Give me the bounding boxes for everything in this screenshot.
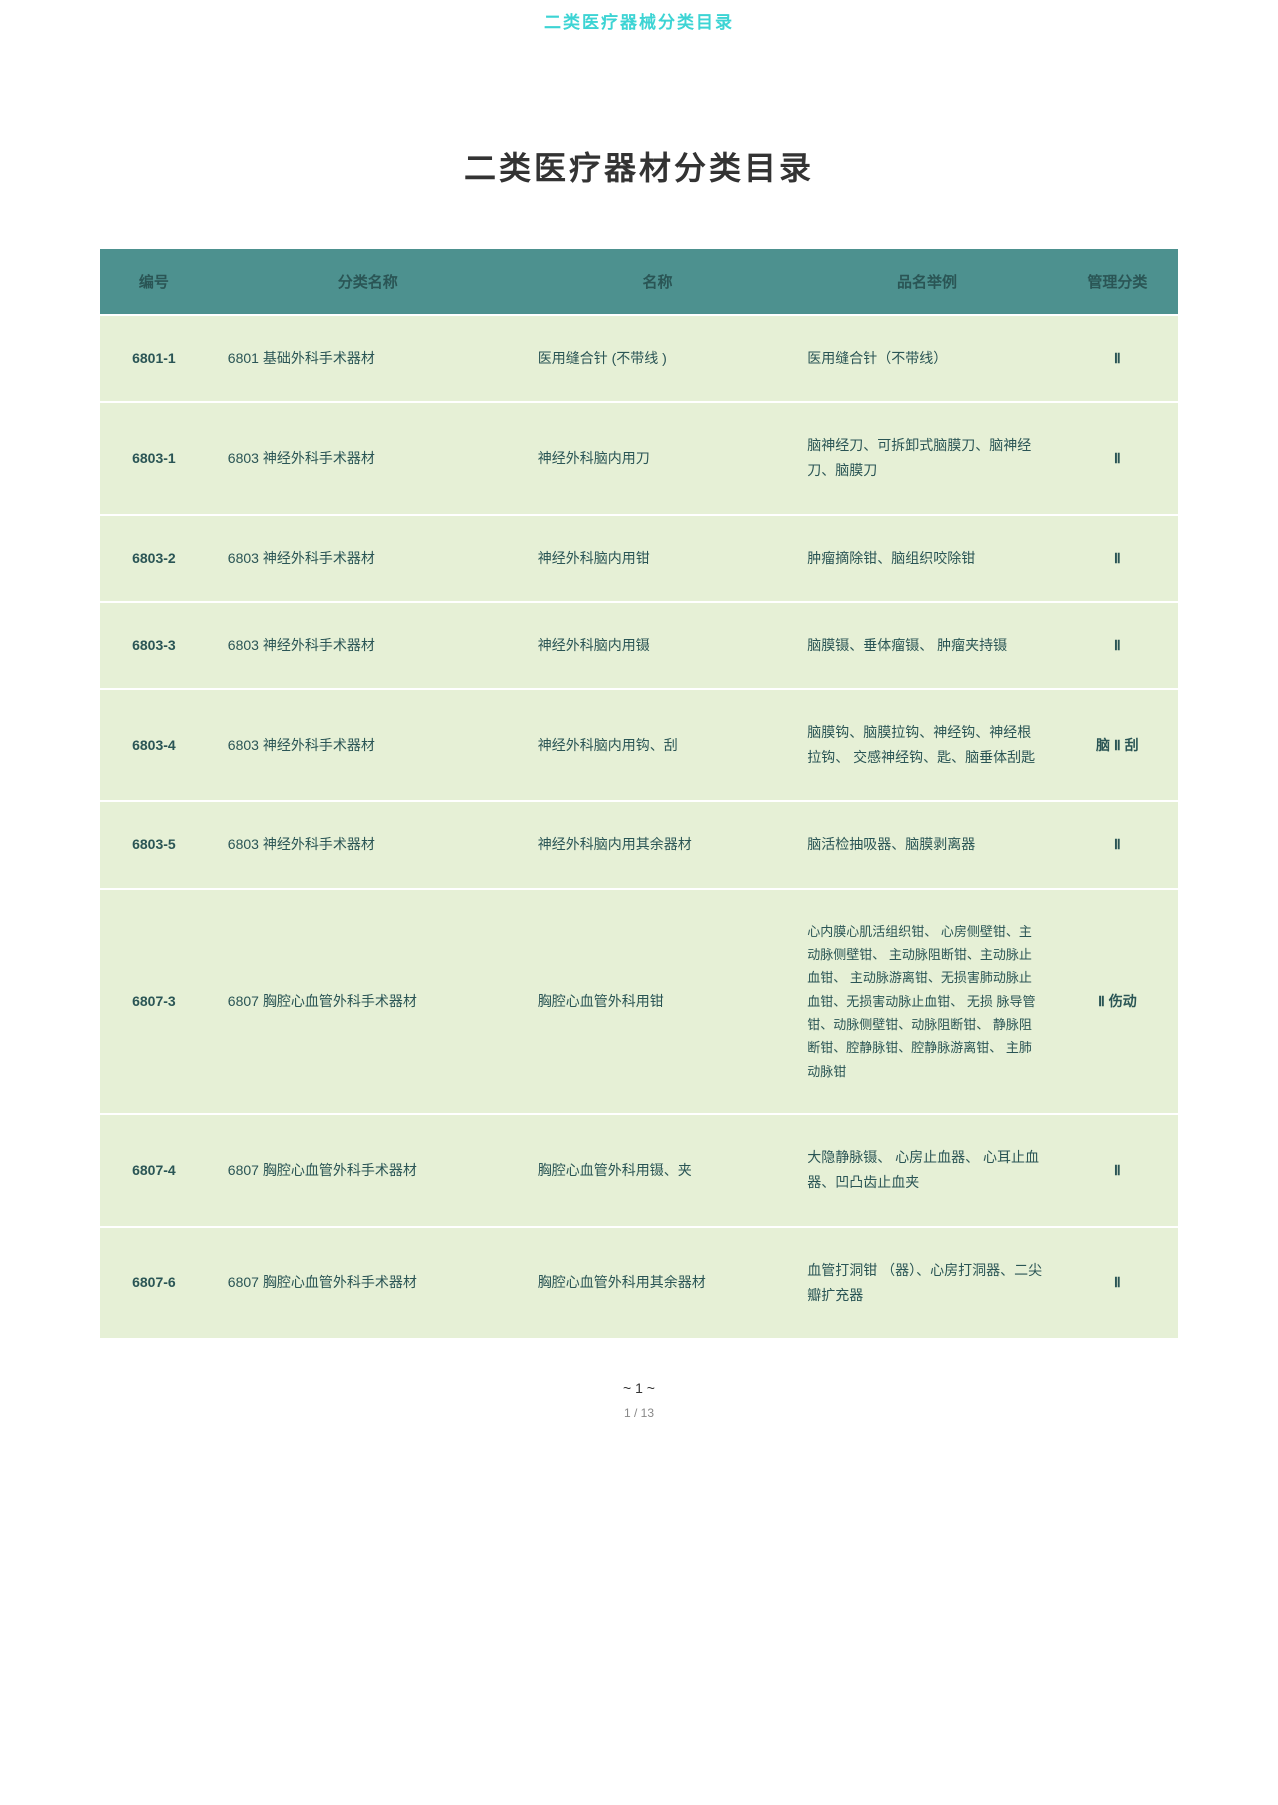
table-body: 6801-1 6801 基础外科手术器材 医用缝合针 (不带线 ) 医用缝合针（… [100, 315, 1178, 1339]
cell-category: 6807 胸腔心血管外科手术器材 [208, 889, 518, 1115]
cell-class: 脑 Ⅱ 刮 [1057, 689, 1178, 801]
table-row: 6803-2 6803 神经外科手术器材 神经外科脑内用钳 肿瘤摘除钳、脑组织咬… [100, 515, 1178, 602]
cell-code: 6807-4 [100, 1114, 208, 1226]
classification-table: 编号 分类名称 名称 品名举例 管理分类 6801-1 6801 基础外科手术器… [100, 249, 1178, 1340]
cell-examples: 血管打洞钳 （器）、心房打洞器、二尖瓣扩充器 [787, 1227, 1057, 1339]
table-row: 6803-5 6803 神经外科手术器材 神经外科脑内用其余器材 脑活检抽吸器、… [100, 801, 1178, 888]
cell-name: 胸腔心血管外科用镊、夹 [518, 1114, 788, 1226]
cell-category: 6801 基础外科手术器材 [208, 315, 518, 402]
cell-name: 神经外科脑内用钩、刮 [518, 689, 788, 801]
cell-code: 6803-1 [100, 402, 208, 514]
cell-code: 6803-3 [100, 602, 208, 689]
table-row: 6807-3 6807 胸腔心血管外科手术器材 胸腔心血管外科用钳 心内膜心肌活… [100, 889, 1178, 1115]
cell-name: 神经外科脑内用镊 [518, 602, 788, 689]
page-title: 二类医疗器材分类目录 [0, 143, 1278, 189]
cell-name: 神经外科脑内用钳 [518, 515, 788, 602]
cell-examples: 肿瘤摘除钳、脑组织咬除钳 [787, 515, 1057, 602]
cell-category: 6803 神经外科手术器材 [208, 689, 518, 801]
page-number-tilde: ~ 1 ~ [0, 1380, 1278, 1396]
cell-name: 胸腔心血管外科用其余器材 [518, 1227, 788, 1339]
cell-code: 6807-3 [100, 889, 208, 1115]
col-header-class: 管理分类 [1057, 249, 1178, 315]
cell-examples: 心内膜心肌活组织钳、 心房侧壁钳、主动脉侧壁钳、 主动脉阻断钳、主动脉止血钳、 … [787, 889, 1057, 1115]
cell-code: 6803-4 [100, 689, 208, 801]
cell-category: 6807 胸腔心血管外科手术器材 [208, 1227, 518, 1339]
cell-category: 6803 神经外科手术器材 [208, 801, 518, 888]
cell-name: 神经外科脑内用刀 [518, 402, 788, 514]
document-header: 二类医疗器械分类目录 [0, 0, 1278, 33]
col-header-examples: 品名举例 [787, 249, 1057, 315]
table-row: 6807-6 6807 胸腔心血管外科手术器材 胸腔心血管外科用其余器材 血管打… [100, 1227, 1178, 1339]
cell-examples: 脑神经刀、可拆卸式脑膜刀、脑神经刀、脑膜刀 [787, 402, 1057, 514]
cell-category: 6803 神经外科手术器材 [208, 602, 518, 689]
cell-category: 6803 神经外科手术器材 [208, 515, 518, 602]
cell-examples: 大隐静脉镊、 心房止血器、 心耳止血器、凹凸齿止血夹 [787, 1114, 1057, 1226]
cell-class: Ⅱ [1057, 801, 1178, 888]
cell-class: Ⅱ 伤动 [1057, 889, 1178, 1115]
cell-class: Ⅱ [1057, 402, 1178, 514]
col-header-code: 编号 [100, 249, 208, 315]
cell-examples: 脑膜钩、脑膜拉钩、神经钩、神经根拉钩、 交感神经钩、匙、脑垂体刮匙 [787, 689, 1057, 801]
cell-category: 6803 神经外科手术器材 [208, 402, 518, 514]
cell-code: 6803-2 [100, 515, 208, 602]
cell-class: Ⅱ [1057, 602, 1178, 689]
cell-category: 6807 胸腔心血管外科手术器材 [208, 1114, 518, 1226]
cell-name: 医用缝合针 (不带线 ) [518, 315, 788, 402]
cell-class: Ⅱ [1057, 1227, 1178, 1339]
cell-examples: 脑膜镊、垂体瘤镊、 肿瘤夹持镊 [787, 602, 1057, 689]
table-row: 6803-3 6803 神经外科手术器材 神经外科脑内用镊 脑膜镊、垂体瘤镊、 … [100, 602, 1178, 689]
cell-name: 神经外科脑内用其余器材 [518, 801, 788, 888]
cell-class: Ⅱ [1057, 1114, 1178, 1226]
table-container: 编号 分类名称 名称 品名举例 管理分类 6801-1 6801 基础外科手术器… [100, 249, 1178, 1340]
cell-class: Ⅱ [1057, 515, 1178, 602]
col-header-name: 名称 [518, 249, 788, 315]
cell-code: 6801-1 [100, 315, 208, 402]
cell-code: 6807-6 [100, 1227, 208, 1339]
table-row: 6801-1 6801 基础外科手术器材 医用缝合针 (不带线 ) 医用缝合针（… [100, 315, 1178, 402]
cell-examples: 医用缝合针（不带线） [787, 315, 1057, 402]
table-row: 6803-4 6803 神经外科手术器材 神经外科脑内用钩、刮 脑膜钩、脑膜拉钩… [100, 689, 1178, 801]
doc-pager: 1 / 13 [0, 1406, 1278, 1420]
cell-examples: 脑活检抽吸器、脑膜剥离器 [787, 801, 1057, 888]
table-header-row: 编号 分类名称 名称 品名举例 管理分类 [100, 249, 1178, 315]
table-row: 6807-4 6807 胸腔心血管外科手术器材 胸腔心血管外科用镊、夹 大隐静脉… [100, 1114, 1178, 1226]
col-header-category: 分类名称 [208, 249, 518, 315]
cell-name: 胸腔心血管外科用钳 [518, 889, 788, 1115]
cell-code: 6803-5 [100, 801, 208, 888]
cell-class: Ⅱ [1057, 315, 1178, 402]
table-row: 6803-1 6803 神经外科手术器材 神经外科脑内用刀 脑神经刀、可拆卸式脑… [100, 402, 1178, 514]
